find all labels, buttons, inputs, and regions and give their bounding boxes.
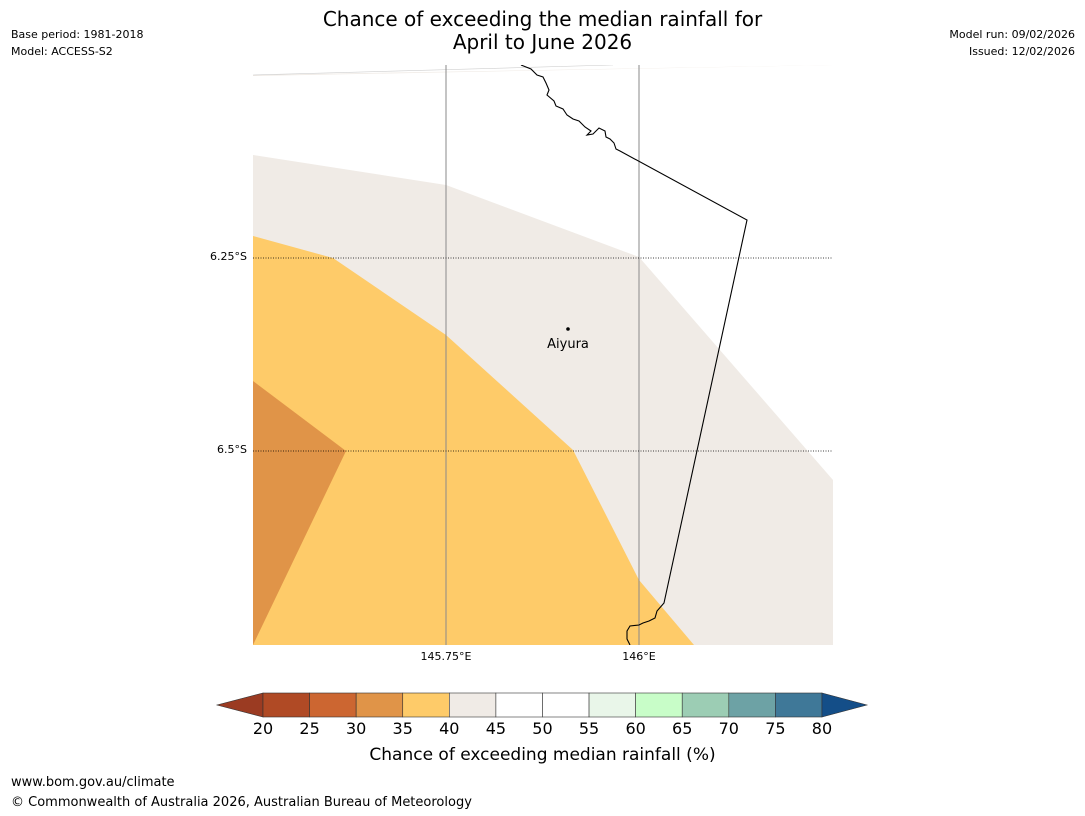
colorbar-tick-label-45: 45 (485, 719, 507, 738)
colorbar-tick-label-40: 40 (439, 719, 460, 738)
colorbar-bin-30-35 (355, 692, 404, 718)
province-boundary (520, 65, 748, 645)
colorbar-under-arrow (215, 692, 264, 718)
region-top-blank (253, 65, 833, 75)
colorbar-bin-35-40 (402, 692, 450, 718)
colorbar-bin-40-45 (449, 692, 497, 718)
issued-text: Issued: 12/02/2026 (968, 45, 1075, 58)
model-text: Model: ACCESS-S2 (11, 45, 113, 58)
colorbar-tick-label-65: 65 (672, 719, 693, 738)
region-30-35-percent (253, 236, 694, 645)
colorbar-tick-label-25: 25 (299, 719, 320, 738)
colorbar-tick-label-35: 35 (392, 719, 413, 738)
colorbar-bin-60-65 (635, 692, 683, 718)
colorbar-tick-label-30: 30 (345, 719, 367, 738)
region-25-30-percent (253, 381, 346, 645)
colorbar-tick-label-80: 80 (811, 719, 833, 738)
colorbar-bin-25-30 (309, 692, 357, 718)
colorbar-tick-label-60: 60 (625, 719, 646, 738)
forecast-map[interactable]: Aiyura (253, 65, 833, 645)
metadata-right: Model run: 09/02/2026 Issued: 12/02/2026 (949, 26, 1075, 60)
colorbar (215, 692, 869, 718)
metadata-left: Base period: 1981-2018 Model: ACCESS-S2 (11, 26, 143, 60)
colorbar-bin-45-50 (495, 692, 543, 718)
colorbar-bin-20-25 (262, 692, 310, 718)
footer-url[interactable]: www.bom.gov.au/climate (11, 775, 175, 790)
footer-copyright: © Commonwealth of Australia 2026, Austra… (11, 795, 472, 810)
place-label-aiyura: Aiyura (547, 337, 589, 352)
colorbar-tick-label-55: 55 (578, 719, 600, 738)
colorbar-title: Chance of exceeding median rainfall (%) (369, 745, 716, 765)
colorbar-bin-50-55 (542, 692, 590, 718)
colorbar-over-arrow (821, 692, 869, 718)
colorbar-bin-55-60 (588, 692, 636, 718)
colorbar-bin-70-75 (728, 692, 776, 718)
chart-title-line2: April to June 2026 (452, 30, 633, 54)
lon-label-145-75: 145.75°E (420, 650, 472, 663)
colorbar-bin-75-80 (775, 692, 823, 718)
colorbar-tick-label-50: 50 (532, 719, 553, 738)
top-edge-line (253, 65, 614, 76)
colorbar-tick-label-70: 70 (718, 719, 739, 738)
base-period-text: Base period: 1981-2018 (11, 28, 144, 41)
lat-label-6-5: 6.5°S (217, 443, 247, 456)
chart-title-line1: Chance of exceeding the median rainfall … (322, 7, 763, 31)
place-marker-aiyura[interactable] (566, 327, 570, 331)
lon-label-146: 146°E (622, 650, 656, 663)
lat-label-6-25: 6.25°S (210, 250, 247, 263)
colorbar-tick-label-75: 75 (765, 719, 786, 738)
colorbar-bin-65-70 (681, 692, 730, 718)
model-run-text: Model run: 09/02/2026 (949, 28, 1075, 41)
chart-title: Chance of exceeding the median rainfall … (0, 8, 1085, 54)
colorbar-tick-label-20: 20 (252, 719, 274, 738)
